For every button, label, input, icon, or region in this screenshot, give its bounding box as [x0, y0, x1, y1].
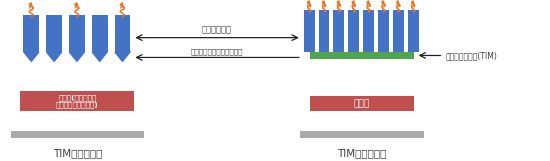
Bar [39, 15, 46, 52]
Bar [344, 10, 348, 52]
Bar [389, 10, 393, 52]
Bar [374, 10, 378, 52]
Bar [333, 10, 344, 52]
Bar [378, 10, 389, 52]
Text: 界面熱伝導材料(TIM): 界面熱伝導材料(TIM) [446, 51, 497, 60]
Polygon shape [46, 52, 62, 61]
Text: TIMありの場合: TIMありの場合 [337, 149, 386, 159]
Bar [20, 91, 134, 111]
Bar [46, 15, 62, 52]
Text: 発熱体: 発熱体 [354, 99, 370, 108]
Bar [114, 15, 130, 52]
Polygon shape [69, 52, 85, 61]
Bar [10, 131, 144, 138]
Text: TIMなしの場合: TIMなしの場合 [53, 149, 102, 159]
Bar [108, 15, 114, 52]
Text: 発熱体(集積回路な
ど・セラミックス製): 発熱体(集積回路な ど・セラミックス製) [56, 94, 99, 108]
Bar [24, 15, 39, 52]
Bar [310, 96, 414, 111]
Bar [359, 10, 363, 52]
Text: 金属製放熱器: 金属製放熱器 [202, 26, 232, 35]
Bar [315, 10, 318, 52]
Polygon shape [92, 52, 108, 61]
Bar [85, 15, 92, 52]
Bar [304, 10, 315, 52]
Polygon shape [114, 52, 130, 61]
Bar [69, 15, 85, 52]
Bar [329, 10, 333, 52]
Bar [24, 25, 130, 52]
Text: 発熱体・放熱器の微小空隙: 発熱体・放熱器の微小空隙 [191, 49, 243, 56]
Bar [404, 10, 408, 52]
Polygon shape [24, 52, 39, 61]
Bar [310, 52, 414, 59]
Bar [300, 131, 424, 138]
Bar [408, 10, 419, 52]
Bar [348, 10, 359, 52]
Bar [363, 10, 374, 52]
Bar [318, 10, 329, 52]
Bar [393, 10, 404, 52]
Bar [92, 15, 108, 52]
Bar [62, 15, 69, 52]
